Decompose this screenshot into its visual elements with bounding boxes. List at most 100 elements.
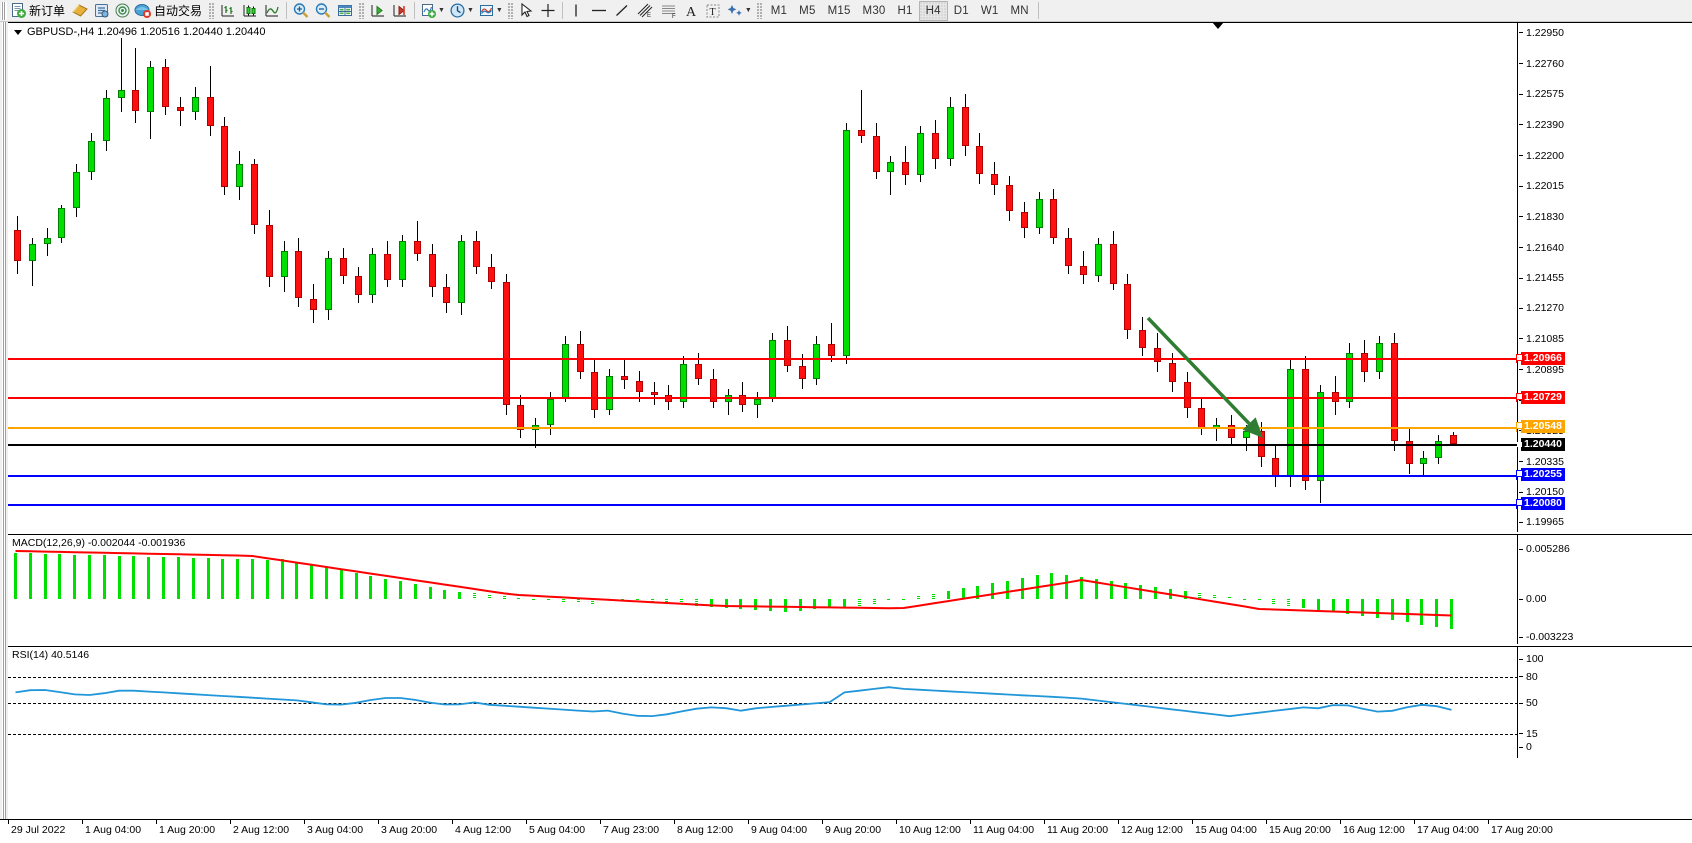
time-axis[interactable]: 29 Jul 2022 1 Aug 04:00 1 Aug 20:00 2 Aug 1…	[0, 819, 1692, 843]
bar-chart-icon[interactable]	[217, 1, 239, 21]
main-toolbar: 新订单 自动交易	[0, 0, 1692, 22]
horizontal-line-pivot[interactable]	[8, 425, 1517, 432]
shift-end-icon[interactable]	[367, 1, 389, 21]
candlestick	[961, 23, 970, 532]
zoom-out-icon[interactable]	[312, 1, 334, 21]
macd-axis[interactable]: 0.005286 0.00 -0.003223	[1519, 535, 1692, 644]
timeframe-w1[interactable]: W1	[980, 4, 999, 17]
chevron-down-icon[interactable]: ▼	[466, 7, 474, 14]
equidistant-channel-icon[interactable]: E	[633, 1, 657, 21]
chart-area[interactable]: GBPUSD-,H4 1.20496 1.20516 1.20440 1.204…	[0, 22, 1692, 843]
text-icon[interactable]: A	[681, 1, 702, 21]
timeframe-m1[interactable]: M1	[770, 4, 788, 17]
time-tick-label: 17 Aug 20:00	[1491, 824, 1553, 836]
candlestick	[1435, 23, 1443, 532]
chart-left-grip[interactable]	[0, 22, 8, 819]
crosshair-icon[interactable]	[537, 1, 559, 21]
rsi-plot[interactable]	[8, 647, 1518, 758]
time-tick-mark	[1118, 820, 1119, 824]
rsi-tick: 50	[1519, 697, 1538, 709]
fibonacci-icon[interactable]: F	[657, 1, 681, 21]
macd-histogram-bar	[561, 599, 565, 602]
chevron-down-icon[interactable]: ▼	[744, 7, 752, 14]
price-axis[interactable]: 1.22950 1.22760 1.22575 1.22390 1.22200 1.220…	[1516, 23, 1692, 532]
macd-histogram-bar	[887, 599, 891, 602]
svg-text:F: F	[672, 14, 676, 19]
rsi-axis[interactable]: 100 80 50 15 0	[1519, 647, 1692, 758]
line-handle[interactable]	[1516, 470, 1523, 478]
rsi-pane[interactable]: RSI(14) 40.5146 100 80 50 15 0	[8, 646, 1692, 758]
macd-histogram-bar	[1198, 593, 1202, 599]
navigator-icon[interactable]	[112, 1, 133, 21]
trendline-icon[interactable]	[611, 1, 633, 21]
horizontal-line-support-2[interactable]	[8, 502, 1517, 509]
data-window-icon[interactable]	[91, 1, 112, 21]
line-handle[interactable]	[1516, 353, 1523, 361]
line-handle[interactable]	[1516, 392, 1523, 400]
text-label-icon[interactable]: T	[702, 1, 724, 21]
horizontal-line-resistance-2[interactable]	[8, 396, 1517, 403]
toolbar-separator-grip-1[interactable]	[209, 2, 215, 19]
candlestick	[1361, 23, 1369, 532]
chevron-down-icon[interactable]: ▼	[495, 7, 503, 14]
candle-body-bullish	[606, 375, 614, 410]
horizontal-line-icon[interactable]	[587, 1, 611, 21]
line-handle[interactable]	[1516, 422, 1523, 430]
candlestick	[872, 23, 881, 532]
macd-histogram-bar	[1405, 599, 1409, 623]
candlestick-chart-icon[interactable]	[239, 1, 261, 21]
toolbar-separator-grip-4[interactable]	[756, 2, 762, 19]
auto-scroll-icon[interactable]	[389, 1, 411, 21]
templates-icon[interactable]: ▼	[476, 1, 505, 21]
time-tick-label: 16 Aug 12:00	[1343, 824, 1405, 836]
toolbar-divider-2	[414, 2, 416, 19]
candlestick	[265, 23, 274, 532]
horizontal-line-support-1[interactable]	[8, 473, 1517, 480]
timeframe-mn[interactable]: MN	[1010, 4, 1029, 17]
autotrading-button[interactable]: 自动交易	[133, 1, 206, 21]
candle-body-bullish	[680, 364, 688, 402]
period-icon[interactable]: ▼	[447, 1, 476, 21]
macd-histogram-bar	[1139, 585, 1143, 599]
timeframe-m15[interactable]: M15	[827, 4, 851, 17]
vertical-line-icon[interactable]	[566, 1, 587, 21]
candlestick	[14, 23, 22, 532]
objects-icon[interactable]: ▼	[724, 1, 754, 21]
add-indicator-button[interactable]: ▼	[418, 1, 447, 21]
macd-plot[interactable]	[8, 535, 1518, 644]
expert-advisors-icon[interactable]	[69, 1, 91, 21]
line-handle[interactable]	[1516, 498, 1523, 506]
timeframe-h1[interactable]: H1	[897, 4, 913, 17]
candle-body-bearish	[132, 90, 140, 112]
candlestick	[946, 23, 955, 532]
toolbar-separator-grip-2[interactable]	[359, 2, 365, 19]
macd-histogram-bar	[162, 557, 165, 599]
price-pane[interactable]: GBPUSD-,H4 1.20496 1.20516 1.20440 1.204…	[8, 22, 1692, 532]
zoom-in-icon[interactable]	[290, 1, 312, 21]
candle-wick	[1245, 424, 1247, 451]
macd-pane[interactable]: MACD(12,26,9) -0.002044 -0.001936 0.0052…	[8, 534, 1692, 644]
toolbar-grip[interactable]	[1, 1, 7, 20]
candlestick	[754, 23, 762, 532]
time-tick-label: 15 Aug 04:00	[1195, 824, 1257, 836]
time-tick-mark	[1340, 820, 1341, 824]
chart-menu-caret-icon[interactable]	[14, 29, 22, 35]
horizontal-line-last-price[interactable]	[8, 444, 1517, 447]
timeframe-d1[interactable]: D1	[953, 4, 969, 17]
toolbar-separator-grip-3[interactable]	[507, 2, 513, 19]
timeframe-m5[interactable]: M5	[799, 4, 816, 17]
timeframe-m30[interactable]: M30	[862, 4, 886, 17]
horizontal-line-resistance-1[interactable]	[8, 357, 1517, 364]
candlestick	[917, 23, 925, 532]
new-order-button[interactable]: 新订单	[9, 1, 69, 21]
candlestick	[191, 23, 200, 532]
chevron-down-icon[interactable]: ▼	[438, 7, 445, 14]
candlestick	[546, 23, 555, 532]
price-plot[interactable]	[8, 23, 1518, 532]
line-chart-icon[interactable]	[261, 1, 283, 21]
grid-icon[interactable]	[334, 1, 356, 21]
timeframe-h4[interactable]: H4	[918, 0, 948, 21]
macd-histogram-bar	[384, 578, 388, 599]
macd-histogram-bar	[73, 554, 77, 599]
cursor-icon[interactable]	[516, 1, 537, 21]
